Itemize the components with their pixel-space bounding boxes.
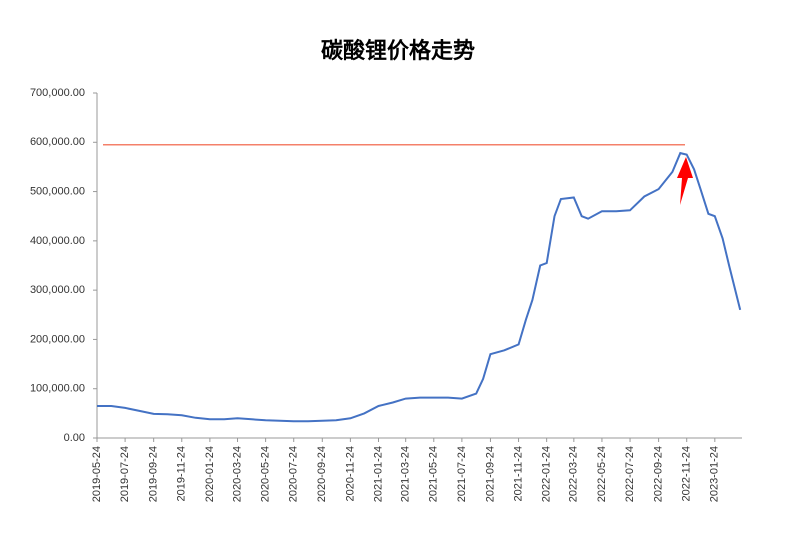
x-tick-label: 2022-03-24 [568,446,580,502]
x-tick-label: 2019-11-24 [176,446,188,501]
y-tick-label: 700,000.00 [30,87,85,99]
x-tick-label: 2021-01-24 [372,446,384,502]
y-tick-label: 200,000.00 [30,333,85,345]
x-tick-label: 2023-01-24 [709,446,721,502]
x-tick-label: 2020-11-24 [344,446,356,501]
y-tick-label: 600,000.00 [30,136,85,148]
x-tick-label: 2021-05-24 [428,446,440,502]
x-tick-label: 2020-03-24 [231,446,243,502]
x-tick-label: 2020-01-24 [204,446,216,502]
x-tick-label: 2022-11-24 [681,446,693,501]
y-tick-label: 0.00 [64,432,85,444]
y-tick-label: 100,000.00 [30,383,85,395]
x-tick-label: 2022-01-24 [541,446,553,502]
x-tick-label: 2022-09-24 [653,446,665,502]
y-tick-label: 300,000.00 [30,284,85,296]
x-tick-label: 2019-09-24 [148,446,160,502]
x-tick-label: 2021-09-24 [484,446,496,502]
price-line [97,151,742,423]
x-tick-label: 2021-07-24 [456,446,468,502]
x-tick-label: 2022-07-24 [624,446,636,502]
x-tick-label: 2020-05-24 [260,446,272,502]
x-tick-label: 2020-07-24 [288,446,300,502]
x-tick-label: 2020-09-24 [316,446,328,502]
arrow [677,157,693,205]
x-tick-label: 2022-05-24 [596,446,608,502]
y-tick-label: 500,000.00 [30,185,85,197]
x-tick-label: 2019-07-24 [119,446,131,502]
y-tick-label: 400,000.00 [30,235,85,247]
x-tick-label: 2021-11-24 [512,446,524,501]
x-tick-label: 2019-05-24 [91,446,103,502]
chart-title: 碳酸锂价格走势 [321,38,475,64]
x-tick-label: 2021-03-24 [400,446,412,502]
